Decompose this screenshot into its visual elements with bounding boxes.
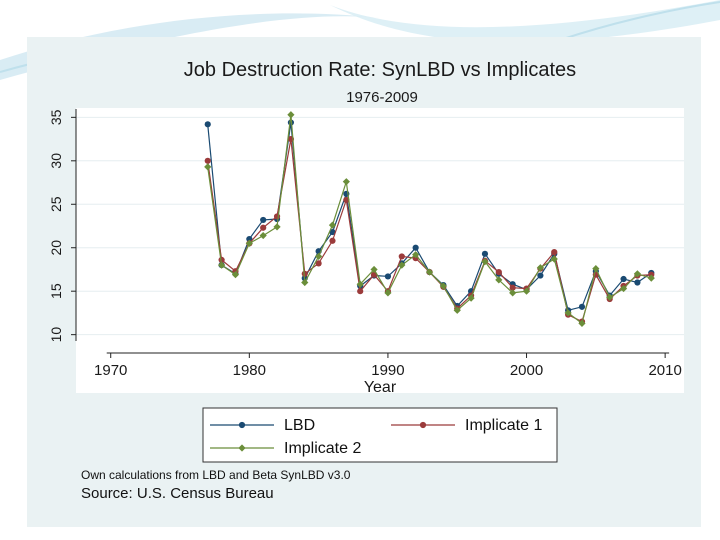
plot-panel [76,108,684,393]
data-point [273,223,281,231]
data-series [204,111,655,327]
data-point [342,178,350,186]
data-point [246,235,253,243]
data-point [356,280,364,288]
data-point [412,244,419,251]
x-tick-label: 1990 [371,362,404,379]
data-point [522,287,531,295]
data-point [495,268,502,276]
chart-figure: Job Destruction Rate: SynLBD vs Implicat… [27,37,701,527]
chart-title: Job Destruction Rate: SynLBD vs Implicat… [184,59,576,81]
legend-marker [238,421,246,429]
legend-label: LBD [284,417,315,434]
data-point [551,248,558,256]
y-axis: 10 15 20 25 30 35 [48,109,77,343]
data-point [606,293,614,301]
data-point [301,270,308,277]
figure-notes: Own calculations from LBD and Beta SynLB… [81,468,350,504]
data-point [259,231,267,240]
data-point [260,224,267,231]
note-calculations: Own calculations from LBD and Beta SynLB… [81,468,351,482]
y-tick-label: 15 [48,283,64,299]
legend-label: Implicate 1 [465,417,542,434]
y-tick-label: 20 [48,240,64,256]
x-tick-label: 1970 [94,362,127,379]
data-point [620,275,627,283]
y-tick-label: 10 [48,327,64,343]
data-point [384,273,392,280]
legend-box [202,407,558,463]
chart-svg: Job Destruction Rate: SynLBD vs Implicat… [48,59,684,463]
data-point [509,289,517,297]
legend-marker [419,421,427,429]
data-point [273,213,281,220]
x-tick-label: 1980 [233,362,266,379]
y-tick-label: 30 [48,153,64,169]
data-point [467,294,475,302]
data-point [287,111,295,119]
x-axis-label: Year [364,379,397,396]
data-point [329,228,336,236]
data-point [370,265,378,274]
data-point [343,196,350,204]
x-axis: 1970 1980 1990 2000 2010 [94,352,682,379]
legend-label: Implicate 2 [284,440,361,457]
x-tick-label: 2010 [648,362,681,379]
data-point [204,121,211,128]
data-point [204,157,211,164]
y-tick-label: 25 [48,196,64,212]
data-point [301,278,309,287]
data-point [578,303,586,310]
y-tick-label: 35 [48,109,64,125]
legend-item: Implicate 1 [391,417,542,434]
data-point [439,282,447,290]
legend-item: Implicate 2 [210,440,361,457]
data-point [329,237,336,244]
chart-subtitle: 1976-2009 [346,89,418,106]
data-point [260,216,267,224]
data-point [481,250,489,257]
legend: LBD Implicate 1 Implicate 2 [202,407,558,463]
legend-item: LBD [210,417,315,434]
data-point [315,252,323,261]
data-point [315,260,322,267]
data-point [564,309,572,317]
data-point [398,253,405,260]
data-point [537,272,544,279]
data-point [328,221,337,229]
data-point [633,270,642,278]
legend-marker [238,444,246,452]
x-tick-label: 2000 [510,362,543,379]
data-point [357,288,364,295]
data-point [509,284,516,291]
data-point [453,306,461,314]
data-point [425,268,434,276]
data-point [204,163,212,171]
data-point [634,279,641,286]
gridlines [76,116,684,336]
data-point [578,319,586,327]
data-point [536,264,544,272]
note-source: Source: U.S. Census Bureau [81,485,274,502]
data-point [245,239,253,247]
